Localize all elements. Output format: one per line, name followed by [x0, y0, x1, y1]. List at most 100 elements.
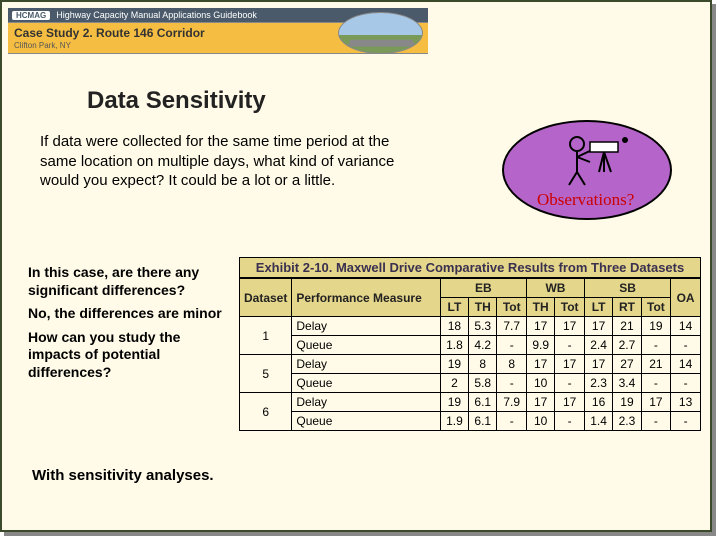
- cell-pm: Delay: [292, 355, 440, 374]
- exhibit-table: Dataset Performance Measure EB WB SB OA …: [239, 278, 701, 431]
- th-pm: Performance Measure: [292, 279, 440, 317]
- cell-val: 4.2: [469, 336, 497, 355]
- intro-answer: It could be a lot or a little.: [168, 172, 335, 189]
- cell-pm: Queue: [292, 412, 440, 431]
- th-eb: EB: [440, 279, 526, 298]
- th-sub: Tot: [497, 298, 527, 317]
- cell-pm: Queue: [292, 374, 440, 393]
- th-oa: OA: [671, 279, 701, 317]
- cell-val: 7.7: [497, 317, 527, 336]
- cell-val: 5.8: [469, 374, 497, 393]
- qa-q1: In this case, are there any significant …: [28, 264, 228, 299]
- th-sub: LT: [584, 298, 612, 317]
- th-sub: LT: [440, 298, 468, 317]
- cell-val: -: [555, 336, 585, 355]
- cell-val: 8: [469, 355, 497, 374]
- cell-val: 17: [527, 393, 555, 412]
- page-title: Data Sensitivity: [87, 87, 266, 115]
- final-answer: With sensitivity analyses.: [32, 467, 214, 484]
- cell-val: 2.3: [613, 412, 641, 431]
- exhibit-title: Exhibit 2-10. Maxwell Drive Comparative …: [239, 257, 701, 278]
- th-dataset: Dataset: [240, 279, 292, 317]
- cell-val: 19: [613, 393, 641, 412]
- cell-val: 13: [671, 393, 701, 412]
- th-sub: Tot: [555, 298, 585, 317]
- slide: HCMAG Highway Capacity Manual Applicatio…: [0, 0, 712, 532]
- cell-val: 2: [440, 374, 468, 393]
- cell-val: 21: [641, 355, 671, 374]
- cell-val: 1.9: [440, 412, 468, 431]
- cell-val: 5.3: [469, 317, 497, 336]
- cell-val: 3.4: [613, 374, 641, 393]
- cell-val: 17: [527, 317, 555, 336]
- cell-val: -: [641, 374, 671, 393]
- cell-val: 2.7: [613, 336, 641, 355]
- cell-val: -: [555, 412, 585, 431]
- cell-val: 17: [527, 355, 555, 374]
- cell-val: 21: [613, 317, 641, 336]
- cell-dataset: 6: [240, 393, 292, 431]
- cell-val: 17: [584, 355, 612, 374]
- cell-val: 17: [641, 393, 671, 412]
- cell-dataset: 5: [240, 355, 292, 393]
- observer-icon: [557, 132, 637, 187]
- hcmag-tag: HCMAG: [12, 11, 50, 20]
- cell-val: -: [641, 412, 671, 431]
- hcmag-text: Highway Capacity Manual Applications Gui…: [56, 10, 257, 20]
- cell-val: 19: [641, 317, 671, 336]
- cell-pm: Queue: [292, 336, 440, 355]
- cell-val: 14: [671, 317, 701, 336]
- cell-val: -: [555, 374, 585, 393]
- cell-dataset: 1: [240, 317, 292, 355]
- cell-val: 17: [555, 317, 585, 336]
- cell-val: 17: [555, 393, 585, 412]
- th-sb: SB: [584, 279, 670, 298]
- cell-val: 17: [555, 355, 585, 374]
- th-sub: RT: [613, 298, 641, 317]
- cell-pm: Delay: [292, 393, 440, 412]
- cell-val: 7.9: [497, 393, 527, 412]
- table-row: 1Delay185.37.7171717211914: [240, 317, 701, 336]
- qa-a1: No, the differences are minor: [28, 305, 228, 323]
- oval-label: Observations?: [537, 190, 634, 210]
- table-row: Queue25.8-10-2.33.4--: [240, 374, 701, 393]
- cell-val: 9.9: [527, 336, 555, 355]
- cell-val: -: [497, 412, 527, 431]
- cell-val: 16: [584, 393, 612, 412]
- cell-val: 14: [671, 355, 701, 374]
- intro-text: If data were collected for the same time…: [40, 132, 400, 191]
- cell-pm: Delay: [292, 317, 440, 336]
- cell-val: 1.4: [584, 412, 612, 431]
- cell-val: -: [497, 374, 527, 393]
- cell-val: 19: [440, 393, 468, 412]
- cell-val: 2.4: [584, 336, 612, 355]
- cell-val: 8: [497, 355, 527, 374]
- cell-val: 1.8: [440, 336, 468, 355]
- cell-val: 18: [440, 317, 468, 336]
- th-wb: WB: [527, 279, 585, 298]
- qa-block: In this case, are there any significant …: [28, 264, 228, 387]
- cell-val: -: [671, 336, 701, 355]
- cell-val: -: [671, 374, 701, 393]
- cell-val: 19: [440, 355, 468, 374]
- table-row: 6Delay196.17.9171716191713: [240, 393, 701, 412]
- th-sub: TH: [469, 298, 497, 317]
- qa-q2: How can you study the impacts of potenti…: [28, 329, 228, 382]
- cell-val: 17: [584, 317, 612, 336]
- table-row: Queue1.84.2-9.9-2.42.7--: [240, 336, 701, 355]
- cell-val: 6.1: [469, 393, 497, 412]
- cell-val: -: [641, 336, 671, 355]
- table-header-row-1: Dataset Performance Measure EB WB SB OA: [240, 279, 701, 298]
- cell-val: -: [497, 336, 527, 355]
- th-sub: TH: [527, 298, 555, 317]
- cell-val: -: [671, 412, 701, 431]
- exhibit: Exhibit 2-10. Maxwell Drive Comparative …: [239, 257, 701, 431]
- cell-val: 6.1: [469, 412, 497, 431]
- header-banner: HCMAG Highway Capacity Manual Applicatio…: [8, 8, 428, 54]
- cell-val: 10: [527, 412, 555, 431]
- header-photo: [338, 12, 423, 54]
- cell-val: 27: [613, 355, 641, 374]
- table-row: 5Delay1988171717272114: [240, 355, 701, 374]
- table-row: Queue1.96.1-10-1.42.3--: [240, 412, 701, 431]
- cell-val: 10: [527, 374, 555, 393]
